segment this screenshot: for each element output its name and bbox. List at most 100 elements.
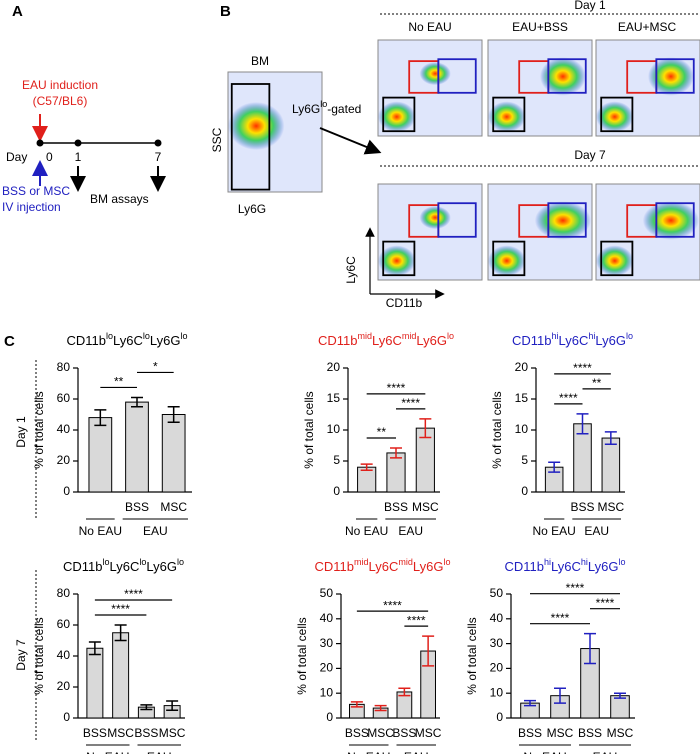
title-part: Ly6G bbox=[146, 559, 177, 574]
y-tick-label: 15 bbox=[327, 391, 341, 405]
title-part: lo bbox=[619, 557, 626, 567]
group-label: No EAU bbox=[347, 750, 390, 754]
gate bbox=[437, 202, 477, 238]
error-bar bbox=[140, 704, 153, 711]
gate bbox=[382, 240, 416, 277]
density bbox=[534, 201, 591, 240]
row-header: Day 1 bbox=[574, 0, 606, 12]
bar bbox=[610, 695, 630, 719]
title-part: CD11b bbox=[63, 559, 103, 574]
axis-label: CD11b bbox=[386, 296, 423, 310]
title-part: CD11b bbox=[314, 559, 354, 574]
y-tick-label: 0 bbox=[521, 484, 528, 498]
treatment-text: BSS or MSC bbox=[2, 184, 70, 198]
gate bbox=[382, 96, 416, 133]
y-tick-label: 20 bbox=[57, 453, 71, 467]
x-tick-label: MSC bbox=[547, 726, 574, 740]
group-label: EAU bbox=[147, 750, 172, 754]
error-bar bbox=[398, 687, 411, 697]
significance-label: **** bbox=[573, 361, 592, 375]
title-part: Ly6G bbox=[588, 559, 619, 574]
significance-label: **** bbox=[124, 587, 143, 601]
bar bbox=[112, 632, 130, 719]
gate bbox=[437, 58, 477, 94]
chart-title: CD11bloLy6CloLy6Glo bbox=[66, 331, 187, 348]
bar bbox=[601, 437, 621, 493]
y-tick-label: 40 bbox=[490, 611, 504, 625]
x-tick-label: MSC bbox=[412, 500, 439, 514]
significance-label: **** bbox=[407, 613, 426, 627]
error-bar bbox=[360, 463, 373, 472]
y-axis-label: % of total cells bbox=[490, 391, 504, 468]
chart-title: CD11bhiLy6ChiLy6Glo bbox=[512, 331, 633, 348]
title-part: Ly6G bbox=[595, 333, 626, 348]
group-label: EAU bbox=[593, 750, 618, 754]
day-number: 0 bbox=[46, 150, 53, 164]
title-part: CD11b bbox=[318, 333, 358, 348]
bar bbox=[88, 417, 113, 493]
significance-label: **** bbox=[383, 598, 402, 612]
density bbox=[488, 245, 526, 277]
y-tick-label: 40 bbox=[57, 422, 71, 436]
error-bar bbox=[554, 687, 566, 704]
x-tick-label: BSS bbox=[134, 726, 158, 740]
density bbox=[648, 57, 694, 96]
gate-label: BM bbox=[251, 54, 269, 68]
y-tick-label: 10 bbox=[490, 685, 504, 699]
bar bbox=[386, 452, 406, 493]
title-part: lo bbox=[444, 557, 451, 567]
error-bar bbox=[88, 641, 101, 656]
title-part: lo bbox=[177, 557, 184, 567]
significance-label: ** bbox=[377, 425, 387, 439]
significance-label: **** bbox=[566, 581, 585, 595]
y-tick-label: 20 bbox=[490, 661, 504, 675]
gated-text: -gated bbox=[327, 102, 361, 116]
error-bar bbox=[374, 704, 387, 712]
title-part: lo bbox=[106, 331, 113, 341]
title-part: lo bbox=[181, 331, 188, 341]
density bbox=[378, 245, 416, 277]
bar bbox=[125, 401, 149, 493]
x-tick-label: MSC bbox=[107, 726, 134, 740]
y-tick-label: 60 bbox=[57, 391, 71, 405]
significance-label: ** bbox=[114, 375, 124, 389]
gate bbox=[547, 202, 587, 238]
title-part: Ly6G bbox=[150, 333, 181, 348]
x-tick-label: BSS bbox=[518, 726, 542, 740]
gate bbox=[655, 202, 695, 238]
error-bar bbox=[114, 624, 127, 642]
x-tick-label: MSC bbox=[160, 500, 187, 514]
gating-arrow bbox=[319, 127, 382, 155]
title-part: CD11b bbox=[504, 559, 544, 574]
gate bbox=[547, 58, 587, 94]
title-part: mid bbox=[402, 331, 417, 341]
row-label: Day 1 bbox=[14, 416, 28, 448]
error-bar bbox=[584, 632, 596, 665]
y-tick-label: 20 bbox=[320, 661, 334, 675]
density bbox=[228, 102, 285, 150]
gate bbox=[655, 58, 695, 94]
significance-label: **** bbox=[559, 391, 578, 405]
y-axis-label: % of total cells bbox=[32, 617, 46, 694]
induction-text: (C57/BL6) bbox=[33, 94, 88, 108]
density bbox=[540, 57, 586, 96]
significance-label: ** bbox=[592, 376, 602, 390]
gate bbox=[492, 240, 526, 277]
y-tick-label: 10 bbox=[320, 685, 334, 699]
y-tick-label: 15 bbox=[515, 391, 529, 405]
panel-label: A bbox=[12, 3, 23, 20]
x-tick-label: BSS bbox=[578, 726, 602, 740]
title-part: lo bbox=[447, 331, 454, 341]
row-header: Day 7 bbox=[574, 148, 606, 162]
density bbox=[419, 206, 451, 230]
panel-label: C bbox=[4, 333, 15, 350]
title-part: lo bbox=[139, 557, 146, 567]
group-label: No EAU bbox=[345, 524, 388, 538]
group-label: EAU bbox=[398, 524, 423, 538]
x-tick-label: BSS bbox=[392, 726, 416, 740]
row-label: Day 7 bbox=[14, 639, 28, 671]
x-tick-label: MSC bbox=[597, 500, 624, 514]
y-tick-label: 40 bbox=[320, 611, 334, 625]
timepoint bbox=[154, 139, 162, 147]
